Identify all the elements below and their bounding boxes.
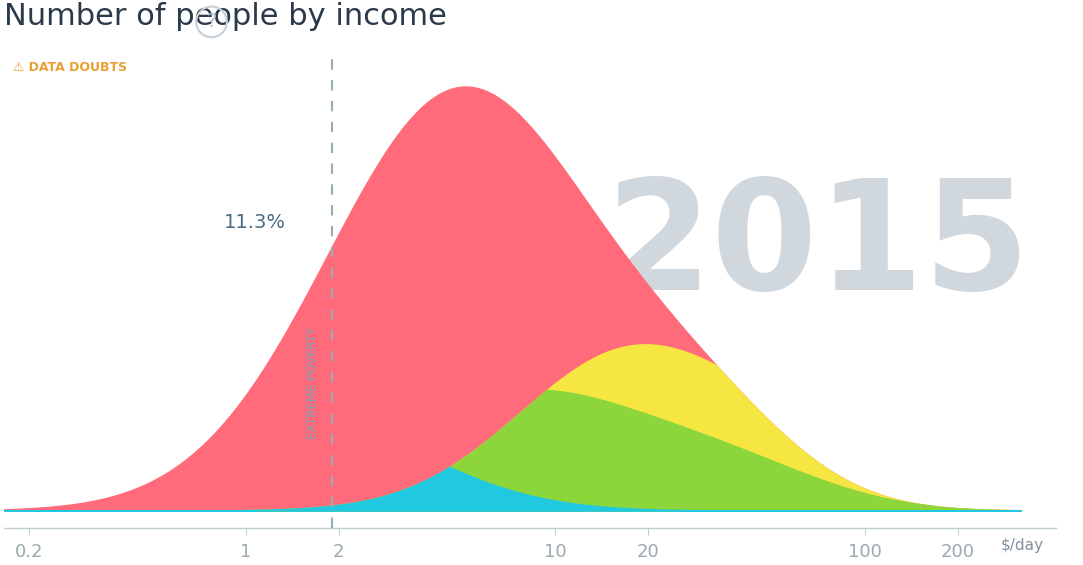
Text: Number of people by income: Number of people by income: [4, 2, 447, 32]
Text: 2015: 2015: [605, 173, 1031, 322]
Text: 11.3%: 11.3%: [223, 212, 286, 232]
Text: EXTREME POVERTY: EXTREME POVERTY: [306, 327, 319, 440]
Text: $/day: $/day: [1001, 538, 1044, 553]
Text: ?: ?: [207, 12, 217, 32]
Text: ⚠ DATA DOUBTS: ⚠ DATA DOUBTS: [13, 61, 128, 74]
